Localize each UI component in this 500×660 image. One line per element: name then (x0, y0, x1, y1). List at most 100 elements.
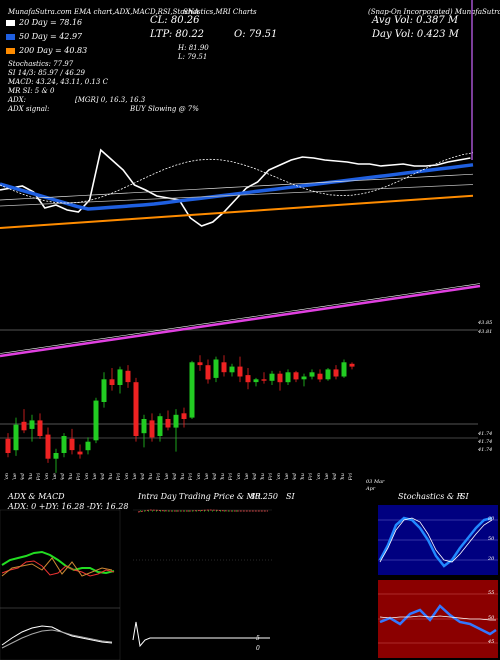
date-axis: 20 Jan Mon21 Jan Tue22 Jan Wed23 Jan Thu… (4, 473, 354, 480)
date-tick-label: 12 Feb Wed (140, 473, 146, 480)
date-tick-label: 18 Mar Wed (332, 473, 338, 480)
right-label-5: 41.74 (478, 447, 493, 453)
ema200-text: 200 Day = 40.83 (19, 45, 88, 55)
close-price: CL: 80.26 (150, 15, 200, 26)
candle-body (245, 375, 251, 383)
date-tick-label: 20 Jan Mon (4, 473, 10, 480)
candle-body (277, 373, 283, 383)
stoch-tick-50: 50 (488, 536, 495, 542)
signal-dashed-line (0, 152, 474, 204)
date-tick-label: 27 Jan Mon (44, 473, 50, 480)
date-tick-label: 24 Jan Fri (36, 473, 42, 480)
candle-body (45, 434, 51, 459)
adx-value: [MGR] 0, 16.3, 16.3 (75, 96, 146, 104)
adx-red-line (1, 560, 115, 577)
day-volume: Day Vol: 0.423 M (372, 29, 459, 40)
ema50-text: 50 Day = 42.97 (19, 31, 83, 41)
candle-body (253, 379, 259, 383)
date-tick-label: 20 Mar Fri (348, 473, 354, 480)
candle-body (53, 453, 59, 459)
date-tick-label: 28 Feb Fri (228, 473, 234, 480)
date-tick-label: 22 Jan Wed (20, 473, 26, 480)
candle-body (101, 379, 107, 402)
ema200-legend: 200 Day = 40.83 (6, 45, 87, 56)
date-tick-label: 13 Feb Thu (148, 473, 154, 480)
candle-body (109, 379, 115, 385)
candle-body (221, 362, 227, 373)
ltp-price: LTP: 80.22 (150, 29, 205, 40)
stochastics-readout: Stochastics: 77.97 (8, 60, 74, 68)
candle-body (285, 372, 291, 383)
stoch-panel-si: SI (460, 492, 469, 501)
intraday-price-line (137, 509, 268, 513)
rsi-white-line (379, 615, 496, 621)
date-tick-label: 10 Feb Mon (124, 473, 130, 480)
adx-readout: ADX: (8, 96, 27, 104)
date-tick-label: 05 Feb Wed (100, 473, 106, 480)
candle-body (13, 424, 19, 451)
date-tick-label: 05 Mar Thu (260, 473, 266, 480)
intraday-panel-si: SI (286, 492, 295, 501)
date-tick-label: 18 Feb Tue (164, 473, 170, 480)
company-name: (Snap-On Incorporated) MunafaSutra.com (368, 8, 500, 16)
date-tick-label: 20 Feb Thu (180, 473, 186, 480)
intraday-panel-title: Intra Day Trading Price & MR (138, 492, 261, 501)
ema50-legend: 50 Day = 42.97 (6, 31, 87, 42)
macd-white-line (1, 625, 113, 646)
stoch-tick-80: 80 (488, 516, 495, 522)
stochastics-panel (378, 505, 498, 658)
adx-orange-line (1, 557, 113, 577)
ema20-text: 20 Day = 78.16 (19, 17, 83, 27)
date-tick-label: 30 Jan Thu (68, 473, 74, 480)
date-tick-label: 25 Feb Tue (204, 473, 210, 480)
date-tick-label: 19 Feb Wed (172, 473, 178, 480)
macd-readout: MACD: 43.24, 43.11, 0.13 C (8, 78, 108, 86)
band-line-1 (0, 173, 474, 201)
date-tick-label: 19 Mar Thu (340, 473, 346, 480)
indicator-readouts: Stochastics: 77.97 SI 14/3: 85.97 / 46.2… (8, 60, 108, 114)
candle-body (125, 370, 131, 383)
candle-body (61, 436, 67, 453)
candles-layer (5, 355, 355, 473)
stoch-panel-title: Stochastics & R (398, 492, 463, 501)
rsi-tick-50: 50 (488, 615, 495, 621)
intraday-mr-line (132, 621, 270, 648)
intraday-panel-value: 80.250 (250, 492, 278, 501)
right-date: 03 Mar (366, 479, 385, 485)
ticker-label: SNA (183, 8, 199, 16)
ema20-line (0, 148, 471, 227)
date-tick-label: 12 Mar Thu (300, 473, 306, 480)
adx-panel-title: ADX & MACD (8, 492, 65, 501)
ema200-swatch (6, 47, 15, 54)
date-tick-label: 24 Feb Mon (196, 473, 202, 480)
ema20-swatch (6, 19, 15, 26)
candle-body (229, 366, 235, 373)
candle-body (301, 376, 307, 380)
candle-body (149, 420, 155, 438)
stoch-k-line (378, 516, 493, 568)
candle-body (333, 369, 339, 377)
candle-body (237, 366, 243, 377)
signal-value: BUY Slowing @ 7% (130, 105, 199, 113)
date-tick-label: 26 Feb Wed (212, 473, 218, 480)
date-tick-label: 09 Mar Mon (276, 473, 282, 480)
ema50-swatch (6, 33, 15, 40)
ema-legend: 20 Day = 78.16 50 Day = 42.97 200 Day = … (6, 17, 87, 56)
mini-label-0: 0 (256, 645, 260, 652)
high-price: H: 81.90 (178, 44, 209, 52)
candle-body (317, 373, 323, 380)
candle-body (29, 420, 35, 429)
date-tick-label: 16 Mar Mon (316, 473, 322, 480)
candle-body (325, 369, 331, 380)
candle-body (93, 400, 99, 441)
candle-body (181, 413, 187, 419)
open-price: O: 79.51 (234, 29, 278, 40)
avg-volume: Avg Vol: 0.387 M (372, 15, 459, 26)
date-tick-label: 29 Jan Wed (60, 473, 66, 480)
candle-body (205, 365, 211, 380)
upper-band-line (0, 284, 481, 358)
candle-body (341, 362, 347, 377)
mini-label-5: 5 (256, 635, 260, 642)
main-lines-layer (0, 0, 481, 439)
date-tick-label: 11 Mar Wed (292, 473, 298, 480)
